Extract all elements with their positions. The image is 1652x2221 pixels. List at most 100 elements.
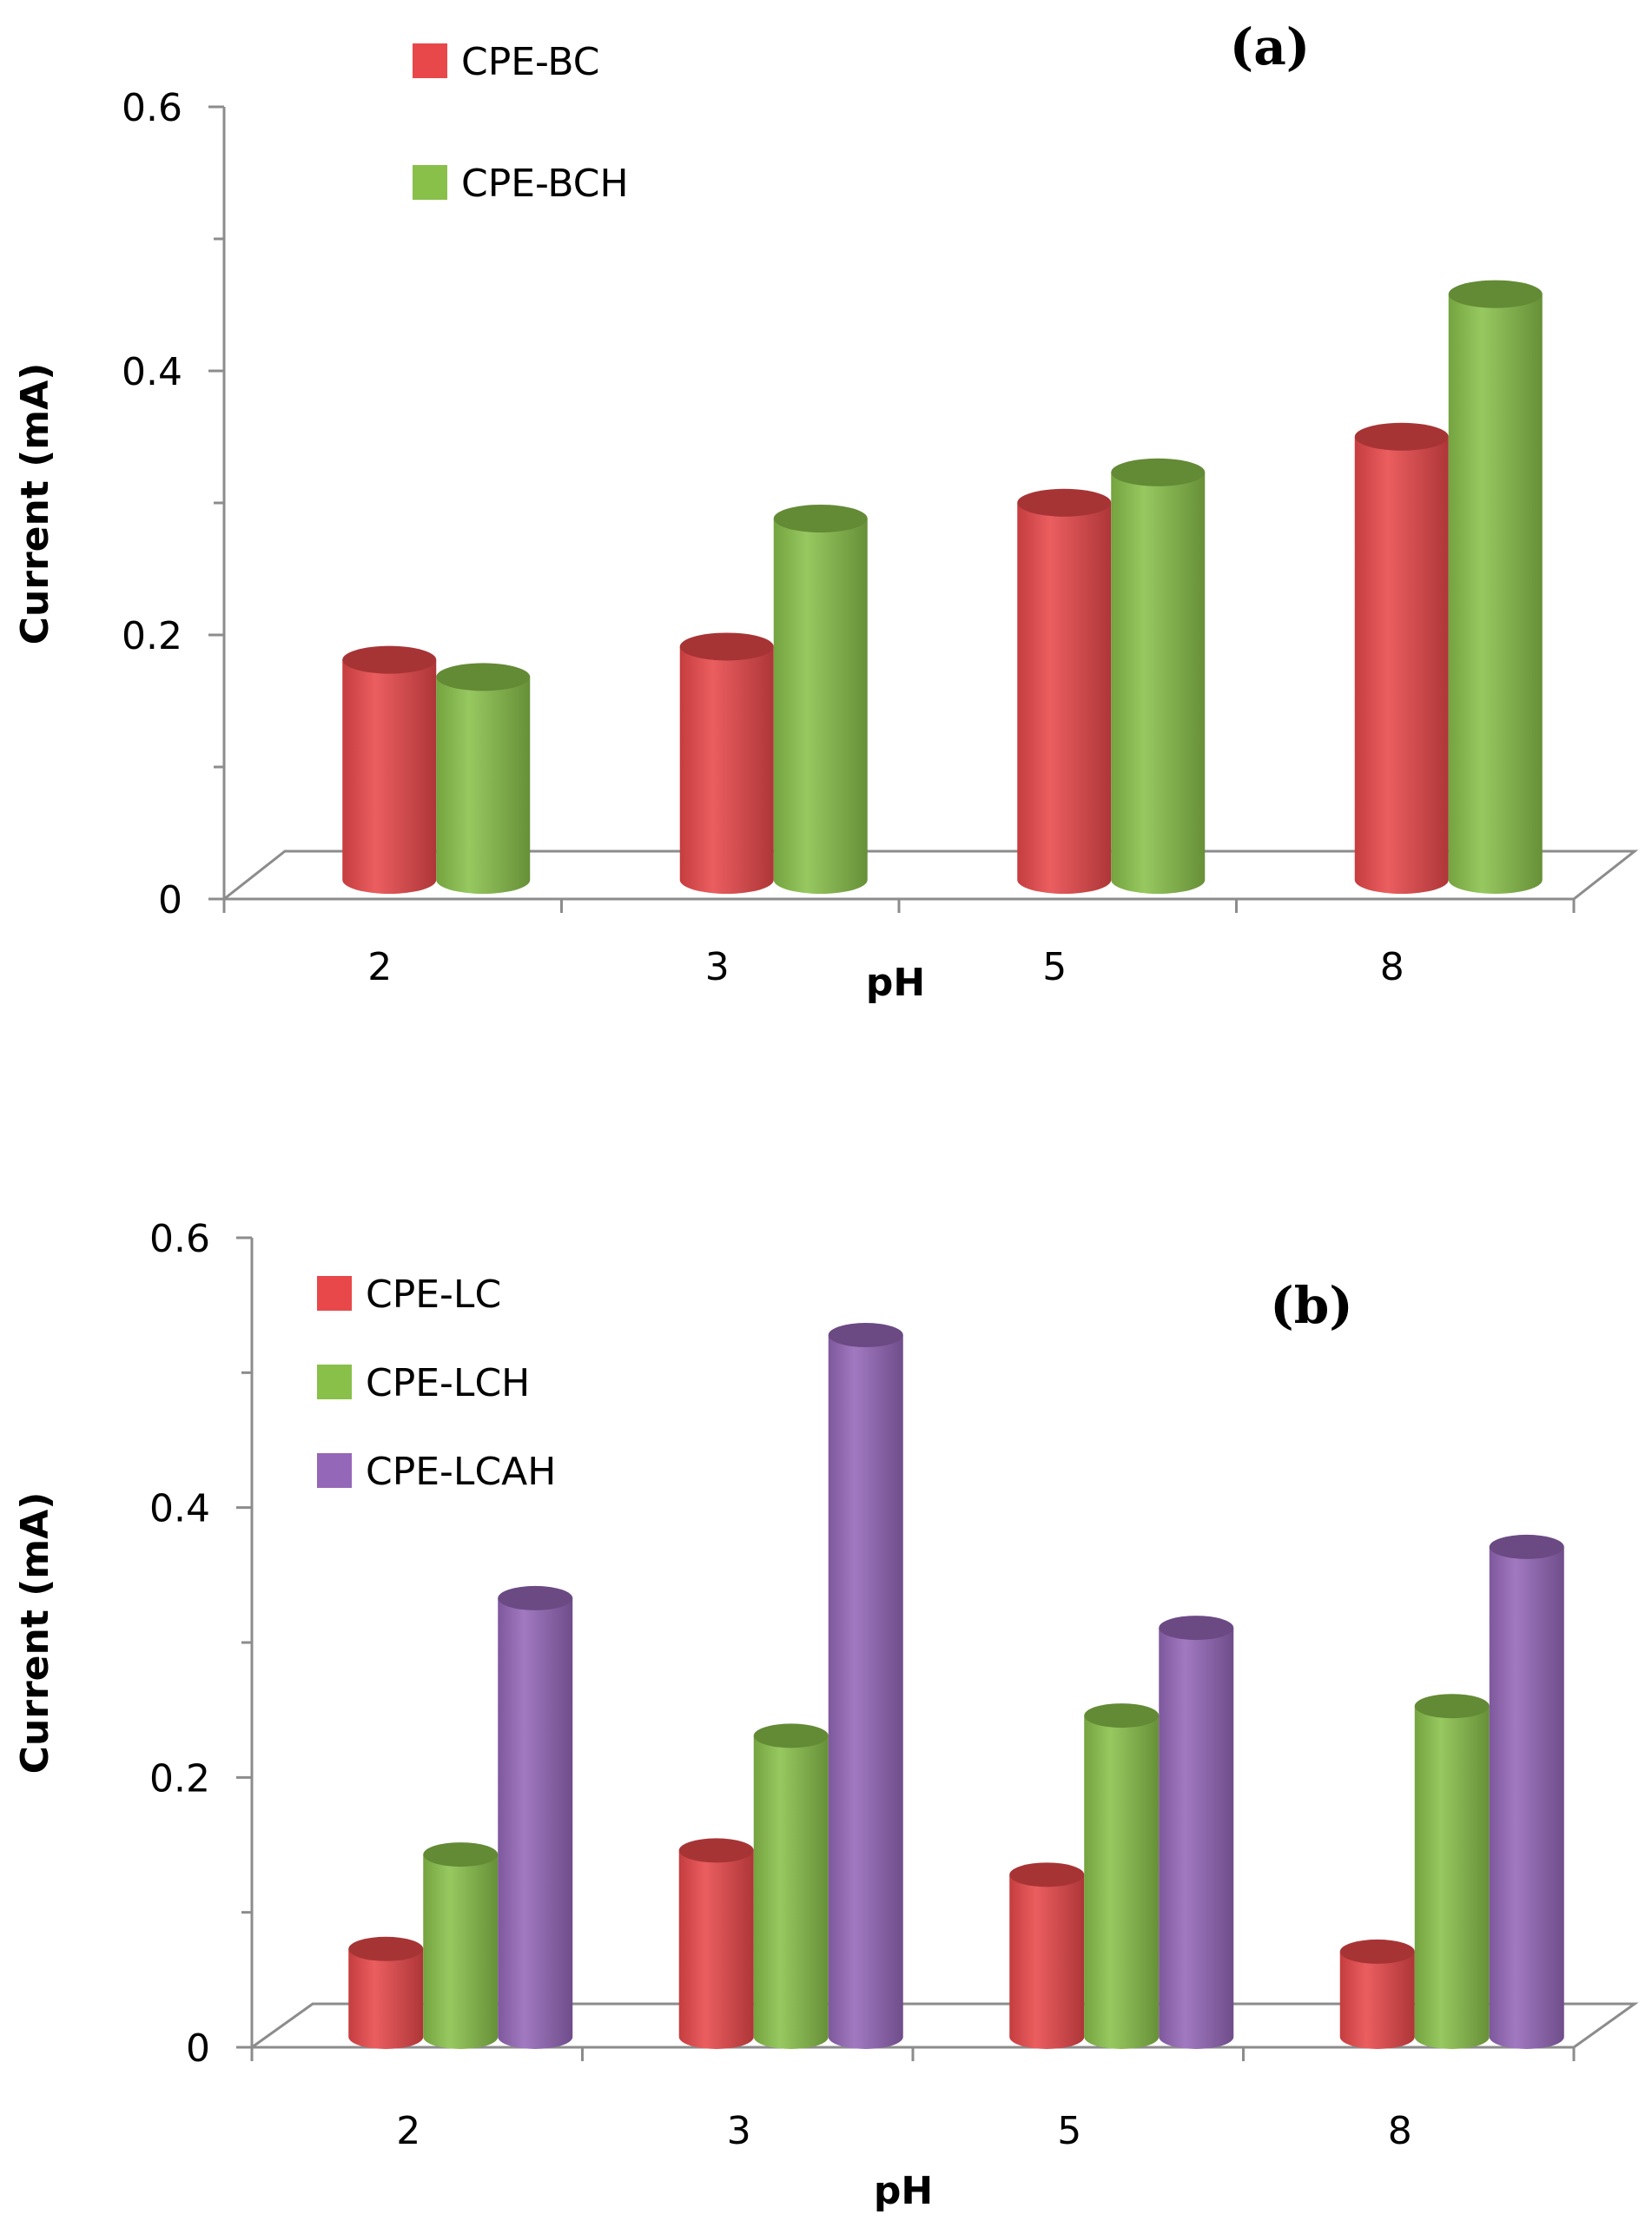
- bar-cpe-bch-ph-3: [773, 505, 868, 894]
- bar-top: [423, 1842, 499, 1867]
- legend-swatch: [317, 1276, 352, 1311]
- y-tick-label: 0: [186, 2026, 210, 2071]
- panel-label: (a): [1230, 17, 1310, 76]
- bar-cpe-lc-ph-2: [348, 1936, 424, 2049]
- legend-label: CPE-LC: [366, 1272, 501, 1317]
- bar-top: [1414, 1694, 1490, 1719]
- legend-label: CPE-BC: [461, 40, 600, 84]
- bar-body: [1009, 1874, 1085, 2049]
- bar-body: [1111, 472, 1206, 894]
- bar-body: [1339, 1951, 1415, 2049]
- bar-body: [753, 1735, 829, 2049]
- y-tick-label: 0.2: [122, 614, 182, 658]
- legend-swatch: [413, 43, 447, 78]
- x-tick-label: 5: [1042, 945, 1067, 989]
- bar-top: [1084, 1703, 1160, 1729]
- bar-cpe-lc-ph-3: [678, 1838, 754, 2049]
- bar-cpe-bc-ph-3: [679, 632, 774, 894]
- legend-swatch: [413, 165, 447, 200]
- bar-body: [436, 677, 531, 894]
- bar-body: [1448, 294, 1543, 894]
- bar-body: [1159, 1628, 1234, 2049]
- x-tick-label: 2: [396, 2109, 420, 2153]
- legend-item: CPE-LCH: [317, 1361, 530, 1405]
- bar-body: [1017, 502, 1112, 894]
- bar-top: [1111, 458, 1206, 486]
- bar-top: [1339, 1939, 1415, 1964]
- bar-top: [498, 1585, 573, 1610]
- y-tick-label: 0.2: [149, 1756, 210, 1801]
- legend-item: CPE-BCH: [413, 162, 629, 206]
- y-tick-label: 0.6: [149, 1217, 210, 1261]
- legend-swatch: [317, 1453, 352, 1488]
- bar-cpe-lc-ph-5: [1009, 1862, 1085, 2049]
- x-tick-label: 8: [1388, 2109, 1412, 2153]
- x-axis-title: pH: [874, 2169, 933, 2213]
- legend-item: CPE-BC: [413, 40, 600, 84]
- y-tick-label: 0: [158, 878, 182, 922]
- bar-top: [1009, 1862, 1085, 1887]
- bar-top: [436, 663, 531, 691]
- legend-label: CPE-BCH: [461, 162, 629, 206]
- legend: CPE-LC CPE-LCH CPE-LCAH: [317, 1272, 556, 1494]
- y-tick-label: 0.4: [149, 1487, 210, 1531]
- bar-body: [678, 1850, 754, 2049]
- bar-top: [1448, 280, 1543, 308]
- bar-cpe-bc-ph-5: [1017, 488, 1112, 894]
- bar-top: [1489, 1534, 1564, 1559]
- bar-cpe-lch-ph-5: [1084, 1703, 1160, 2049]
- bar-top: [753, 1723, 829, 1748]
- legend-label: CPE-LCH: [366, 1361, 530, 1405]
- bar-body: [423, 1854, 499, 2049]
- bar-cpe-bch-ph-2: [436, 663, 531, 894]
- x-tick-label: 3: [727, 2109, 751, 2153]
- x-tick-label: 2: [367, 945, 392, 989]
- bar-body: [342, 659, 437, 894]
- bar-cpe-lcah-ph-5: [1159, 1616, 1234, 2049]
- bar-cpe-lc-ph-8: [1339, 1939, 1415, 2049]
- bar-cpe-lch-ph-3: [753, 1723, 829, 2049]
- bar-body: [828, 1335, 903, 2049]
- x-tick-label: 8: [1380, 945, 1404, 989]
- bar-top: [828, 1323, 903, 1348]
- bar-body: [348, 1948, 424, 2049]
- bar-top: [342, 645, 437, 674]
- bar-body: [773, 519, 868, 894]
- legend-swatch: [317, 1365, 352, 1399]
- legend-label: CPE-LCAH: [366, 1450, 556, 1494]
- bar-cpe-lcah-ph-8: [1489, 1534, 1564, 2049]
- bar-cpe-bc-ph-2: [342, 645, 437, 894]
- bar-body: [1354, 436, 1449, 894]
- y-tick-label: 0.6: [122, 86, 182, 130]
- legend-item: CPE-LCAH: [317, 1450, 556, 1494]
- bar-top: [1159, 1616, 1234, 1641]
- y-axis-title: Current (mA): [13, 1492, 57, 1775]
- bar-top: [773, 505, 868, 532]
- y-tick-label: 0.4: [122, 350, 182, 394]
- bar-cpe-lch-ph-2: [423, 1842, 499, 2049]
- bar-cpe-lcah-ph-3: [828, 1323, 903, 2049]
- x-axis-title: pH: [866, 961, 925, 1005]
- bar-cpe-lch-ph-8: [1414, 1694, 1490, 2049]
- bar-top: [678, 1838, 754, 1863]
- bar-body: [1084, 1715, 1160, 2049]
- bar-body: [679, 646, 774, 894]
- bar-top: [1354, 422, 1449, 451]
- bar-cpe-bch-ph-8: [1448, 280, 1543, 894]
- bar-cpe-lcah-ph-2: [498, 1585, 573, 2049]
- legend-item: CPE-LC: [317, 1272, 501, 1317]
- x-tick-label: 3: [705, 945, 730, 989]
- bar-body: [1489, 1546, 1564, 2049]
- panel-label: (b): [1270, 1276, 1352, 1335]
- bar-body: [1414, 1706, 1490, 2049]
- bar-top: [1017, 488, 1112, 517]
- x-tick-label: 5: [1057, 2109, 1081, 2153]
- legend: CPE-BC CPE-BCH: [413, 40, 629, 206]
- bar-cpe-bch-ph-5: [1111, 458, 1206, 894]
- bar-cpe-bc-ph-8: [1354, 422, 1449, 894]
- bar-body: [498, 1597, 573, 2049]
- bar-top: [679, 632, 774, 661]
